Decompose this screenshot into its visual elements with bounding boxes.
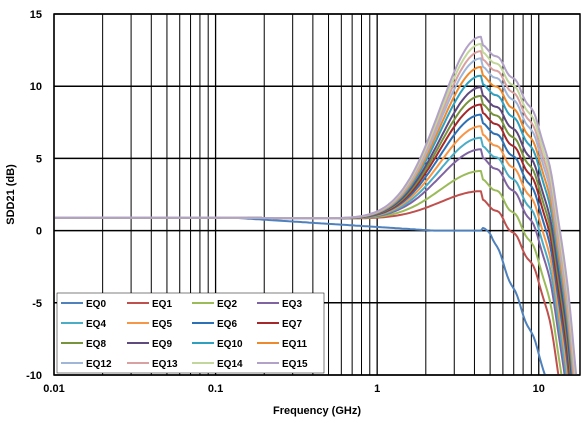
legend-label: EQ0 xyxy=(86,299,106,310)
legend-label: EQ1 xyxy=(152,299,172,310)
legend-box xyxy=(56,292,325,374)
y-tick-label: -10 xyxy=(26,370,42,382)
legend-label: EQ2 xyxy=(217,299,237,310)
x-axis-title: Frequency (GHz) xyxy=(273,405,361,417)
plot-area-frame xyxy=(53,13,581,376)
y-tick-label: 10 xyxy=(30,81,42,93)
legend-label: EQ14 xyxy=(217,359,243,370)
legend-label: EQ13 xyxy=(152,359,178,370)
legend-label: EQ12 xyxy=(86,359,112,370)
legend-label: EQ6 xyxy=(217,319,237,330)
legend-label: EQ15 xyxy=(282,359,308,370)
legend-label: EQ8 xyxy=(86,339,106,350)
legend-label: EQ9 xyxy=(152,339,172,350)
legend-label: EQ5 xyxy=(152,319,172,330)
y-tick-labels: -10 -5 0 5 10 15 xyxy=(26,9,42,382)
y-tick-label: 15 xyxy=(30,9,42,21)
x-tick-label: 10 xyxy=(533,383,545,395)
x-tick-label: 1 xyxy=(374,383,380,395)
x-tick-labels: 0.01 0.1 1 10 xyxy=(43,383,545,395)
series-lines xyxy=(54,35,578,375)
x-tick-label: 0.1 xyxy=(208,383,223,395)
legend: EQ0 EQ1 EQ2 EQ3 EQ4 EQ5 EQ6 EQ7 EQ8 EQ9 EQ10 EQ11 EQ… xyxy=(56,292,325,374)
y-tick-label: -5 xyxy=(32,298,42,310)
y-tick-label: 5 xyxy=(36,153,42,165)
legend-label: EQ4 xyxy=(86,319,106,330)
legend-label: EQ3 xyxy=(282,299,302,310)
legend-label: EQ10 xyxy=(217,339,243,350)
legend-label: EQ7 xyxy=(282,319,302,330)
x-tick-label: 0.01 xyxy=(43,383,64,395)
y-axis-title: SDD21 (dB) xyxy=(5,164,17,225)
series-line-eq15 xyxy=(54,35,578,375)
y-tick-label: 0 xyxy=(36,226,42,238)
legend-label: EQ11 xyxy=(282,339,307,350)
